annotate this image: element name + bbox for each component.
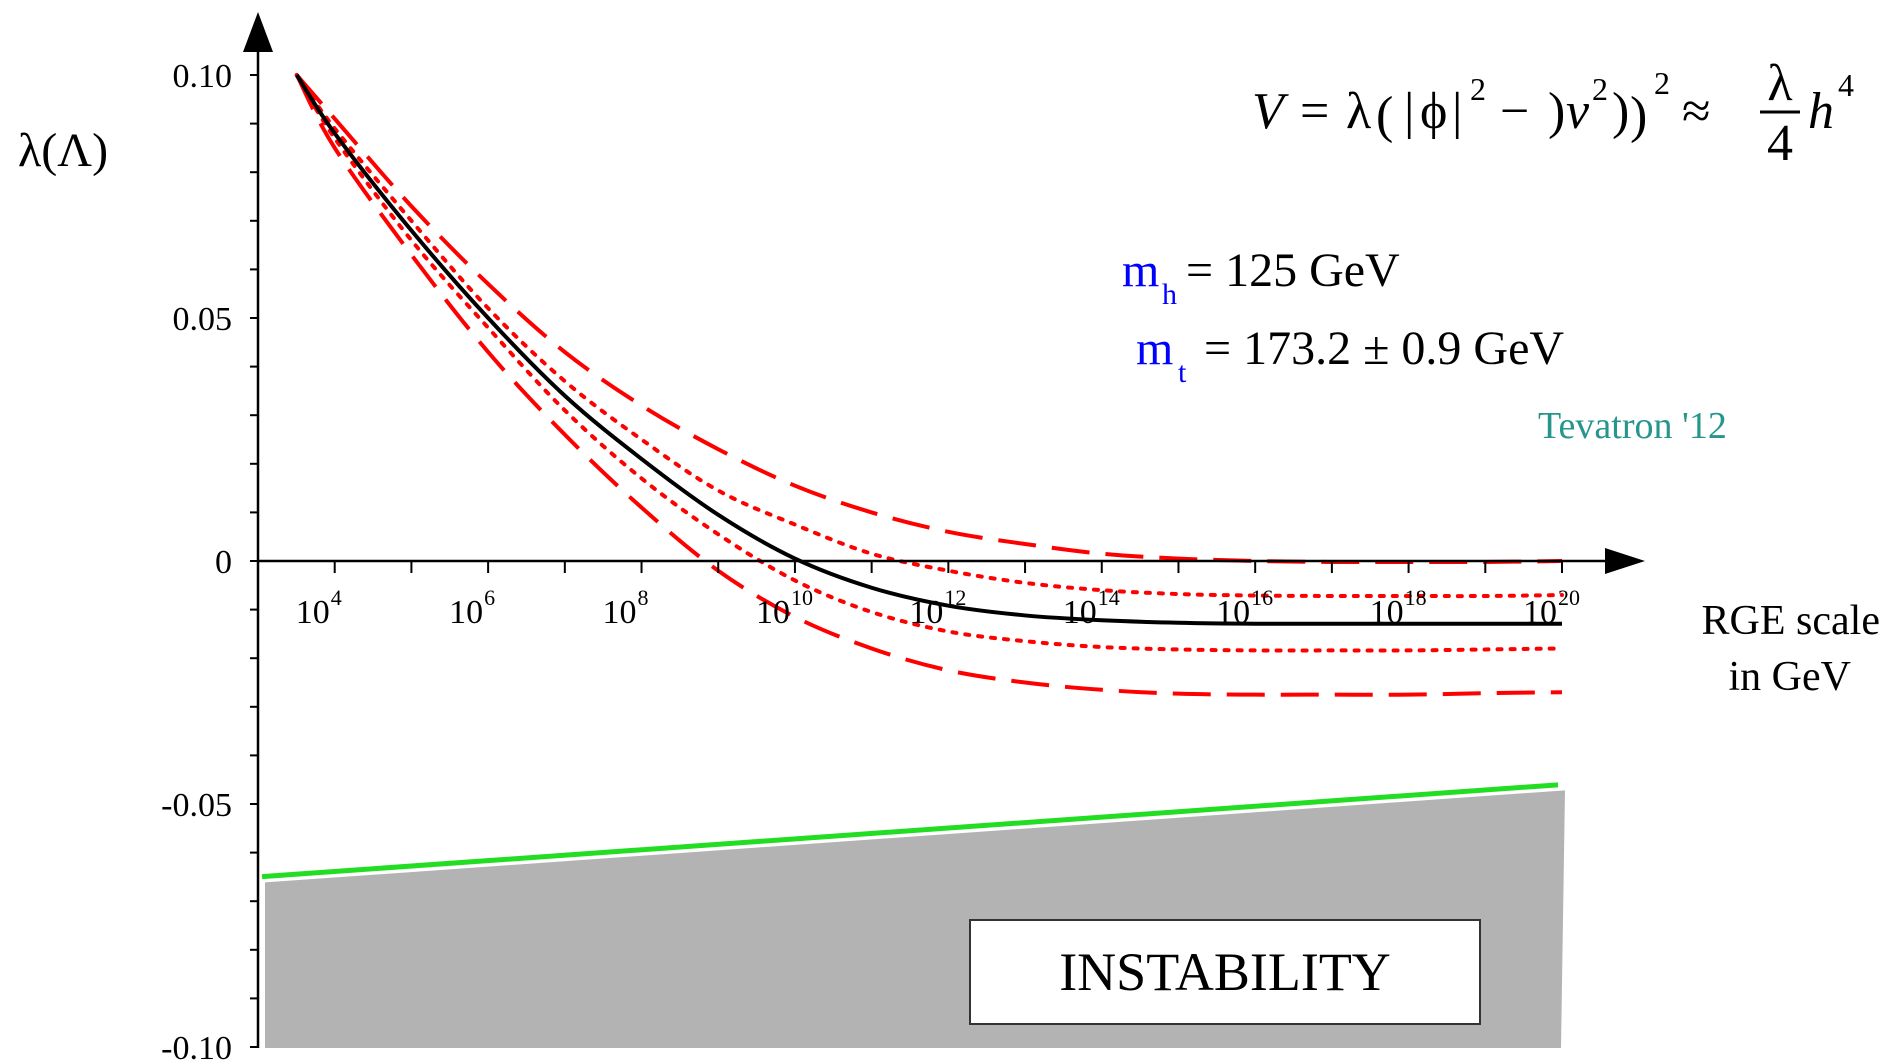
x-tick-base: 10 bbox=[449, 594, 483, 631]
x-tick-exponent: 4 bbox=[331, 585, 342, 610]
x-tick-label: 10 8 bbox=[603, 585, 649, 631]
x-tick-exponent: 8 bbox=[638, 585, 649, 610]
y-tick-label: -0.05 bbox=[161, 787, 232, 824]
formula-h: h bbox=[1808, 83, 1834, 140]
x-tick-base: 10 bbox=[296, 594, 330, 631]
stability-bound-line bbox=[261, 782, 1559, 880]
x-tick-base: 10 bbox=[909, 594, 943, 631]
formula-sup-2b: 2 bbox=[1592, 71, 1608, 107]
mt-value: = 173.2 ± 0.9 GeV bbox=[1204, 322, 1564, 375]
x-tick-label: 10 4 bbox=[296, 585, 342, 631]
x-tick-base: 10 bbox=[1370, 594, 1404, 631]
x-axis-label-line1: RGE scale bbox=[1702, 598, 1880, 644]
x-tick-label: 10 20 bbox=[1523, 585, 1580, 631]
potential-formula: V = λ ( | ϕ | 2 − ) v 2 ) ) 2 ≈ λ 4 h 4 bbox=[1252, 55, 1854, 172]
x-tick-exponent: 14 bbox=[1098, 585, 1120, 610]
formula-frac-den: 4 bbox=[1767, 115, 1793, 172]
x-tick-exponent: 10 bbox=[791, 585, 813, 610]
y-tick-label: 0 bbox=[215, 544, 232, 581]
series-dotted-2 bbox=[294, 73, 1564, 653]
mass-annotations: m h = 125 GeV m t = 173.2 ± 0.9 GeV Teva… bbox=[1122, 244, 1727, 447]
formula-close-paren: ) bbox=[1630, 87, 1647, 144]
instability-label: INSTABILITY bbox=[1059, 942, 1391, 1002]
formula-nu: v bbox=[1566, 83, 1590, 140]
mt-subscript: t bbox=[1178, 356, 1187, 389]
series-solid-0 bbox=[295, 73, 1562, 626]
x-tick-base: 10 bbox=[1063, 594, 1097, 631]
formula-sup-2c: 2 bbox=[1654, 65, 1670, 101]
x-tick-base: 10 bbox=[1523, 594, 1557, 631]
x-tick-label: 10 10 bbox=[756, 585, 813, 631]
y-tick-label: 0.05 bbox=[173, 301, 233, 338]
x-tick-exponent: 16 bbox=[1251, 585, 1273, 610]
series-dotted-1 bbox=[294, 73, 1564, 599]
mh-subscript: h bbox=[1162, 278, 1177, 311]
x-tick-exponent: 6 bbox=[484, 585, 495, 610]
x-tick-label: 10 18 bbox=[1370, 585, 1427, 631]
y-tick-label: 0.10 bbox=[173, 58, 233, 95]
instability-label-box bbox=[969, 919, 1481, 1025]
source-label: Tevatron '12 bbox=[1538, 405, 1727, 447]
formula-phi: ϕ bbox=[1420, 83, 1447, 140]
formula-eq: = bbox=[1300, 83, 1329, 140]
y-axis-label: λ(Λ) bbox=[18, 124, 108, 177]
x-tick-label: 10 14 bbox=[1063, 585, 1120, 631]
x-tick-exponent: 20 bbox=[1558, 585, 1580, 610]
formula-abs-close: | bbox=[1452, 83, 1462, 140]
y-ticks: 0.10 0.05 0 -0.05 -0.10 bbox=[161, 58, 258, 1063]
y-tick-label: -0.10 bbox=[161, 1030, 232, 1063]
x-ticks: 10 4 10 6 10 8 10 10 10 12 10 14 10 16 10 18 10 20 bbox=[257, 561, 1580, 631]
formula-approx: ≈ bbox=[1682, 83, 1711, 140]
x-tick-label: 10 16 bbox=[1216, 585, 1273, 631]
formula-abs-open: | bbox=[1404, 83, 1414, 140]
formula-sup-2a: 2 bbox=[1470, 71, 1486, 107]
y-axis-arrow bbox=[243, 12, 273, 52]
formula-frac-num: λ bbox=[1767, 55, 1792, 112]
formula-lambda: λ bbox=[1346, 83, 1371, 140]
formula-minus: − bbox=[1500, 83, 1529, 140]
x-tick-base: 10 bbox=[603, 594, 637, 631]
series-dashed-4 bbox=[294, 74, 1563, 697]
formula-v: V bbox=[1252, 83, 1289, 140]
x-axis-label-line2: in GeV bbox=[1729, 654, 1851, 700]
x-tick-exponent: 18 bbox=[1405, 585, 1427, 610]
x-tick-label: 10 6 bbox=[449, 585, 495, 631]
x-tick-base: 10 bbox=[1216, 594, 1250, 631]
mh-value: = 125 GeV bbox=[1186, 244, 1400, 297]
x-tick-label: 10 12 bbox=[909, 585, 966, 631]
x-tick-exponent: 12 bbox=[944, 585, 966, 610]
stability-bound-edge bbox=[264, 786, 1566, 882]
x-tick-base: 10 bbox=[756, 594, 790, 631]
formula-open-paren: ( bbox=[1376, 87, 1393, 144]
formula-sup-4: 4 bbox=[1838, 67, 1854, 103]
mt-symbol: m bbox=[1136, 322, 1173, 375]
x-axis-arrow bbox=[1605, 548, 1645, 574]
formula-open-small: ) bbox=[1548, 83, 1565, 140]
mh-symbol: m bbox=[1122, 244, 1159, 297]
formula-close-small: ) bbox=[1612, 83, 1629, 140]
